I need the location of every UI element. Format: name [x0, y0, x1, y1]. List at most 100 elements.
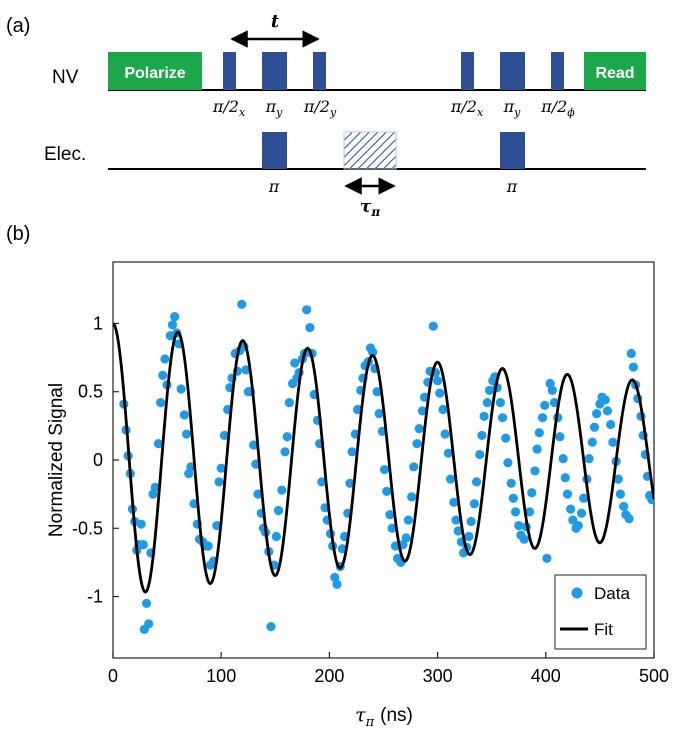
data-point	[160, 354, 170, 364]
data-point	[144, 619, 154, 629]
data-point	[266, 621, 276, 632]
data-point	[445, 474, 456, 484]
data-point	[602, 406, 613, 416]
data-point	[280, 447, 290, 457]
data-point	[401, 533, 411, 543]
data-point	[352, 404, 363, 415]
data-point	[589, 422, 600, 432]
data-point	[158, 370, 168, 380]
y-tick-label: -1	[87, 587, 103, 607]
data-point	[532, 444, 542, 454]
elec-pulse-pi-1	[262, 132, 287, 169]
data-point	[464, 531, 474, 542]
fit-layer	[113, 322, 654, 594]
data-point	[409, 462, 419, 472]
data-point	[592, 408, 602, 419]
legend-data-label: Data	[594, 584, 630, 603]
data-point	[443, 448, 454, 458]
data-point	[606, 419, 616, 430]
data-point	[584, 454, 594, 464]
nv-label-piy-2: πy	[503, 97, 522, 119]
data-point	[417, 406, 428, 416]
data-point	[495, 398, 505, 408]
elec-hatched-pulse	[343, 131, 397, 170]
data-point	[214, 477, 224, 487]
data-point	[573, 520, 583, 531]
data-point	[156, 398, 166, 408]
nv-pulse-piy-2	[500, 52, 525, 90]
read-label: Read	[595, 65, 634, 82]
data-point	[302, 305, 312, 315]
data-point	[624, 514, 634, 524]
data-point	[435, 388, 445, 398]
data-point	[579, 493, 589, 503]
x-tick-label: 0	[108, 666, 118, 686]
nv-row-label: NV	[52, 67, 79, 88]
data-point	[216, 463, 226, 473]
data-point	[501, 433, 511, 443]
data-point	[167, 320, 178, 330]
data-point	[613, 474, 623, 484]
data-point	[524, 507, 535, 517]
data-point	[345, 478, 355, 488]
data-point	[407, 492, 417, 502]
data-point	[453, 526, 463, 536]
elec-label-pi-1: π	[268, 177, 280, 196]
nv-pulse-pi2y	[313, 52, 326, 90]
x-tick-label: 200	[314, 666, 344, 686]
elec-label-pi-2: π	[506, 177, 518, 196]
data-point	[414, 423, 424, 434]
data-point	[514, 520, 524, 531]
x-tick-label: 100	[206, 666, 236, 686]
legend-box	[554, 574, 647, 650]
data-point	[475, 449, 485, 460]
data-point	[628, 362, 639, 372]
data-point	[587, 437, 597, 447]
data-point	[484, 385, 495, 395]
nv-label-pi2x-1: π/2x	[212, 97, 246, 119]
data-point	[181, 429, 192, 439]
data-point	[549, 398, 560, 408]
data-point	[290, 358, 300, 368]
y-tick-label: 1	[93, 313, 103, 333]
data-point	[469, 499, 479, 509]
data-point	[576, 508, 587, 518]
data-point	[305, 322, 315, 333]
x-tick-label: 500	[639, 666, 669, 686]
data-point	[497, 413, 508, 423]
data-point	[560, 473, 570, 483]
t-label: t	[271, 11, 280, 32]
data-point	[176, 384, 186, 394]
data-point	[626, 348, 636, 359]
nv-label-pi2x-2: π/2x	[450, 97, 484, 119]
y-axis-label: Normalized Signal	[46, 383, 67, 537]
nv-pulse-pi2x-1	[223, 52, 236, 90]
y-tick-label: 0	[93, 450, 103, 470]
data-point	[566, 504, 576, 514]
data-point	[317, 477, 327, 487]
data-point	[179, 410, 190, 420]
data-point	[534, 428, 544, 438]
legend-fit-label: Fit	[594, 620, 613, 639]
data-point	[372, 387, 382, 397]
data-point	[471, 477, 482, 487]
data-point	[403, 515, 413, 525]
data-point	[506, 478, 516, 488]
data-point	[347, 447, 357, 457]
data-point	[449, 497, 459, 507]
y-tick-label: -0.5	[72, 518, 103, 538]
x-axis-label: τπ (ns)	[355, 704, 413, 730]
x-tick-label: 300	[423, 666, 453, 686]
data-point	[466, 516, 476, 527]
data-point	[451, 515, 461, 525]
data-point	[237, 299, 247, 309]
data-point	[136, 519, 146, 529]
nv-label-pi2phi: π/2ϕ	[540, 97, 575, 119]
data-point	[219, 430, 230, 441]
data-point	[479, 411, 489, 421]
elec-row-label: Elec.	[44, 144, 86, 165]
data-point	[537, 413, 548, 423]
polarize-label: Polarize	[124, 65, 185, 82]
data-point	[332, 579, 342, 589]
data-point	[249, 440, 259, 450]
